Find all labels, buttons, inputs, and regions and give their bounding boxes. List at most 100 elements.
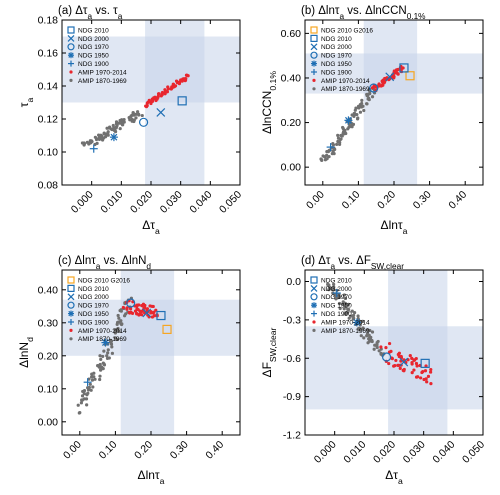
x-tick-label: 0.010	[341, 439, 368, 466]
panel-title-part: vs. τ	[92, 5, 118, 17]
legend-marker	[67, 301, 75, 309]
legend-label: NDG 2010	[321, 277, 352, 284]
amip-early-point	[327, 285, 332, 289]
amip-early-point	[111, 123, 115, 128]
legend-marker	[67, 43, 75, 51]
amip-early-point	[358, 110, 363, 114]
amip-recent-point	[177, 81, 182, 86]
amip-recent-point	[396, 67, 400, 72]
ndg-marker-square	[420, 358, 430, 368]
amip-early-point	[118, 126, 122, 131]
amip-recent-point	[419, 376, 423, 380]
amip-early-point	[110, 345, 114, 349]
amip-recent-point	[397, 351, 401, 355]
amip-early-point	[365, 92, 370, 96]
amip-early-point	[368, 336, 372, 340]
amip-early-point	[332, 152, 336, 156]
x-tick-label: 0.10	[97, 439, 120, 462]
amip-early-point	[102, 362, 106, 366]
amip-recent-point	[174, 79, 179, 83]
x-tick-label: 0.20	[375, 189, 398, 212]
panel-c: 0.00 0.10 0.20 0.30 0.40 0.00 0.10 0.20 0.30 0.40…	[17, 255, 241, 486]
legend-label: AMIP 1870-1969	[78, 336, 127, 343]
ndg-marker-circle	[381, 352, 392, 362]
panel-title: (b) Δlnτa vs. ΔlnCCN0.1%	[301, 5, 426, 21]
amip-early-point	[379, 351, 383, 355]
legend-marker	[311, 310, 317, 317]
amip-early-point	[361, 326, 365, 330]
x-tick-label: 0.00	[61, 439, 84, 462]
amip-early-point	[82, 142, 87, 146]
y-tick-label: -0.6	[283, 353, 301, 365]
amip-early-point	[117, 121, 121, 125]
amip-early-point	[343, 304, 348, 308]
legend-marker	[69, 78, 73, 82]
amip-early-point	[92, 371, 96, 375]
amip-recent-point	[429, 370, 433, 374]
legend-marker	[312, 87, 316, 91]
legend-marker	[67, 293, 75, 301]
amip-recent-point	[136, 308, 140, 312]
amip-early-point	[78, 410, 82, 415]
data-points	[76, 296, 172, 415]
amip-recent-point	[137, 313, 141, 317]
x-tick-label: 0.020	[371, 439, 398, 466]
shade-bands	[62, 20, 240, 185]
amip-early-point	[106, 351, 110, 355]
amip-recent-point	[398, 366, 402, 370]
amip-early-point	[346, 307, 350, 311]
amip-early-point	[113, 336, 117, 340]
y-axis-label: τa	[17, 98, 35, 108]
x-axis-label-part: Δlnτ	[138, 468, 160, 482]
legend-label: NDG 2010 G2016	[321, 27, 373, 34]
legend-marker	[69, 328, 73, 332]
amip-early-point	[137, 112, 141, 116]
y-tick-label: -1.2	[283, 430, 301, 442]
legend-label: NDG 1900	[78, 61, 109, 68]
amip-early-point	[370, 330, 375, 334]
ndg-marker-x	[156, 107, 166, 117]
amip-early-point	[88, 382, 92, 386]
amip-recent-point	[423, 369, 428, 373]
ndg-marker-asterisk	[101, 338, 110, 347]
amip-recent-point	[157, 92, 161, 96]
amip-recent-point	[397, 354, 401, 359]
x-axis-label-part: a	[160, 476, 165, 486]
legend-marker	[310, 284, 318, 292]
amip-early-point	[358, 327, 362, 331]
amip-early-point	[373, 343, 377, 347]
amip-early-point	[352, 313, 356, 317]
amip-early-point	[106, 131, 110, 135]
amip-early-point	[114, 125, 119, 129]
amip-recent-point	[165, 89, 169, 94]
amip-early-point	[76, 403, 80, 407]
shade-band-horizontal	[62, 36, 240, 103]
amip-recent-point	[381, 83, 385, 87]
amip-recent-point	[129, 310, 133, 314]
amip-early-point	[80, 394, 85, 398]
legend-marker	[68, 60, 74, 67]
shade-bands	[305, 270, 483, 435]
legend-label: AMIP 1970-2014	[321, 319, 370, 326]
y-axis-label-part: a	[25, 98, 35, 103]
amip-early-point	[129, 114, 133, 118]
amip-recent-point	[156, 95, 160, 100]
legend-label: AMIP 1970-2014	[321, 78, 370, 85]
panel-title-part: (b) Δlnτ	[301, 5, 340, 17]
x-tick-label: 0.00	[304, 189, 327, 212]
amip-early-point	[99, 357, 103, 361]
y-tick-label: 0.0	[286, 276, 301, 288]
shade-bands	[62, 270, 240, 435]
x-tick-label: 0.40	[446, 189, 469, 212]
panel-title-part: a	[330, 262, 335, 271]
amip-early-point	[353, 311, 357, 315]
amip-early-point	[99, 368, 103, 372]
ndg-marker-asterisk	[344, 116, 353, 125]
amip-early-point	[343, 296, 348, 301]
amip-early-point	[105, 354, 109, 358]
amip-early-point	[80, 398, 84, 402]
x-axis-label: Δlnτa	[381, 218, 408, 236]
ndg-marker-asterisk	[352, 318, 361, 327]
